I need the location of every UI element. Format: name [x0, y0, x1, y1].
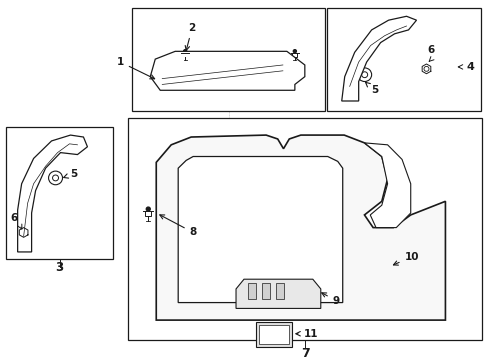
- Polygon shape: [150, 51, 305, 90]
- Polygon shape: [156, 135, 445, 320]
- Bar: [293, 53, 297, 57]
- Text: 7: 7: [301, 347, 310, 360]
- Bar: [128, 118, 482, 339]
- Bar: [248, 283, 256, 299]
- Polygon shape: [365, 143, 411, 228]
- Bar: [132, 9, 325, 111]
- Bar: [145, 211, 151, 216]
- Polygon shape: [342, 16, 416, 101]
- Bar: [327, 9, 481, 111]
- Circle shape: [147, 207, 150, 211]
- Circle shape: [294, 50, 296, 53]
- Bar: [276, 283, 284, 299]
- Text: 5: 5: [64, 169, 77, 179]
- Text: 10: 10: [393, 252, 419, 265]
- Polygon shape: [18, 135, 87, 252]
- Bar: [262, 283, 270, 299]
- Text: 5: 5: [366, 82, 378, 95]
- Text: 8: 8: [160, 215, 197, 238]
- Polygon shape: [178, 157, 343, 302]
- Bar: [259, 325, 289, 345]
- Text: 1: 1: [117, 57, 155, 79]
- Bar: [183, 53, 188, 57]
- Circle shape: [184, 50, 187, 53]
- Text: 11: 11: [296, 329, 318, 339]
- Text: 4: 4: [466, 62, 474, 72]
- Polygon shape: [236, 279, 321, 309]
- Text: 6: 6: [428, 45, 435, 55]
- Bar: [6, 127, 113, 259]
- Text: 2: 2: [185, 23, 196, 50]
- Text: 3: 3: [55, 261, 64, 274]
- Text: 6: 6: [10, 213, 17, 223]
- Bar: [256, 322, 292, 347]
- Text: 9: 9: [322, 293, 340, 306]
